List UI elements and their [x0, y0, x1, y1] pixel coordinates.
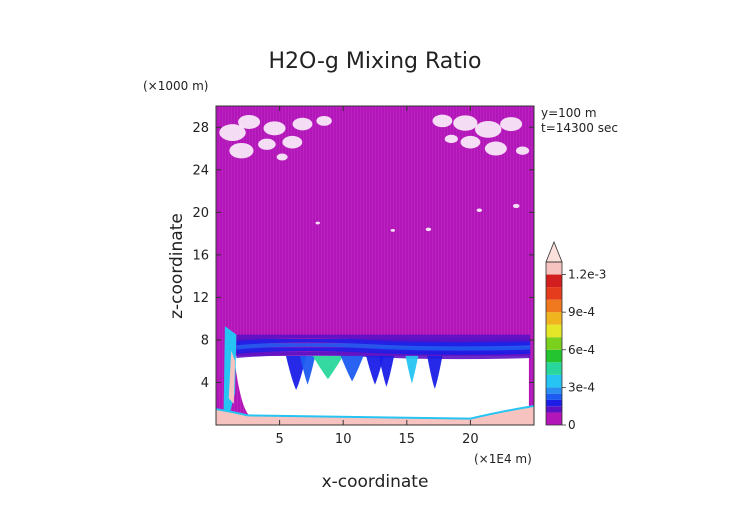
cloud-speckle: [512, 203, 520, 209]
cloud-speckle: [282, 135, 303, 149]
y-tick-label: 4: [201, 376, 209, 391]
y-tick-label: 24: [192, 163, 209, 178]
y-tick-label: 20: [192, 206, 209, 221]
y-axis: 4 8 12 16 20 24 28: [192, 121, 534, 391]
moist-plume: [285, 355, 307, 390]
moist-plume: [427, 355, 443, 389]
colorbar-segment: [546, 393, 562, 400]
moist-plume: [340, 355, 364, 382]
cloud-speckle: [258, 138, 276, 150]
colorbar-segment: [546, 374, 562, 388]
y-unit-label: (×1000 m): [143, 79, 208, 93]
colorbar-segment: [546, 312, 562, 325]
cloud-speckle: [500, 117, 523, 132]
colorbar-tick-label: 1.2e-3: [568, 268, 606, 282]
y-axis-title: z-coordinate: [167, 213, 187, 319]
surface-layer-edge: [216, 404, 534, 420]
colorbar-segment: [546, 262, 562, 275]
annotation-y: y=100 m: [541, 106, 597, 120]
moist-plume: [299, 355, 316, 385]
cloud-speckle: [229, 142, 254, 159]
colorbar-segment: [546, 362, 562, 375]
x-tick-label: 20: [462, 432, 479, 447]
cloud-speckle: [316, 115, 332, 126]
colorbar-segment: [546, 324, 562, 338]
cloud-speckle: [515, 146, 530, 155]
colorbar-frame: [545, 261, 563, 426]
moist-plume: [366, 355, 384, 385]
cloud-speckle: [475, 120, 502, 138]
cloud-speckle: [432, 114, 453, 128]
x-unit-label: (×1E4 m): [474, 452, 532, 466]
colorbar-segment: [546, 349, 562, 363]
y-tick-label: 12: [192, 291, 209, 306]
annotation-t: t=14300 sec: [541, 121, 618, 135]
colorbar-segment: [546, 387, 562, 394]
y-tick-label: 8: [201, 333, 209, 348]
cloud-speckle: [460, 135, 481, 149]
moist-plume: [405, 355, 419, 384]
x-axis-title: x-coordinate: [322, 472, 429, 492]
cloud-speckle: [484, 141, 507, 156]
x-tick-label: 10: [335, 432, 352, 447]
cloud-speckle: [315, 221, 320, 225]
chart-title: H2O-g Mixing Ratio: [269, 49, 482, 74]
moist-band-strip: [236, 334, 531, 343]
cloud-speckle: [476, 208, 483, 212]
colorbar-extend-arrow: [545, 240, 563, 263]
colorbar-tick-label: 0: [568, 418, 576, 432]
colorbar-segment: [546, 399, 562, 407]
y-tick-label: 16: [192, 248, 209, 263]
cloud-speckle: [444, 134, 458, 144]
moist-plume: [312, 355, 344, 380]
x-tick-label: 15: [399, 432, 416, 447]
y-tick-label: 28: [192, 121, 209, 136]
colorbar-segment: [546, 287, 562, 300]
cloud-speckle: [238, 114, 261, 129]
x-tick-label: 5: [275, 432, 283, 447]
x-axis: 5 10 15 20: [275, 106, 479, 447]
colorbar-segment: [546, 274, 562, 288]
cloud-speckle: [263, 121, 286, 136]
colorbar: 0 3e-4 6e-4 9e-4 1.2e-3: [545, 240, 606, 432]
colorbar-segment: [546, 406, 562, 413]
moist-plume: [378, 355, 395, 387]
colorbar-tick-label: 6e-4: [568, 343, 595, 357]
colorbar-segment: [546, 412, 562, 425]
cloud-speckle: [219, 124, 246, 141]
colorbar-segment: [546, 299, 562, 313]
left-wet-core: [228, 350, 236, 404]
cloud-speckle: [390, 229, 396, 232]
cloud-speckle: [292, 117, 313, 131]
heatmap-field: [216, 106, 534, 425]
surface-layer: [216, 405, 534, 425]
colorbar-tick-label: 9e-4: [568, 305, 595, 319]
cloud-speckle: [425, 227, 432, 232]
plot-frame: [215, 105, 535, 426]
colorbar-segment: [546, 337, 562, 350]
cloud-speckle: [453, 115, 478, 131]
cloud-speckle: [276, 153, 288, 161]
colorbar-tick-label: 3e-4: [568, 380, 595, 394]
